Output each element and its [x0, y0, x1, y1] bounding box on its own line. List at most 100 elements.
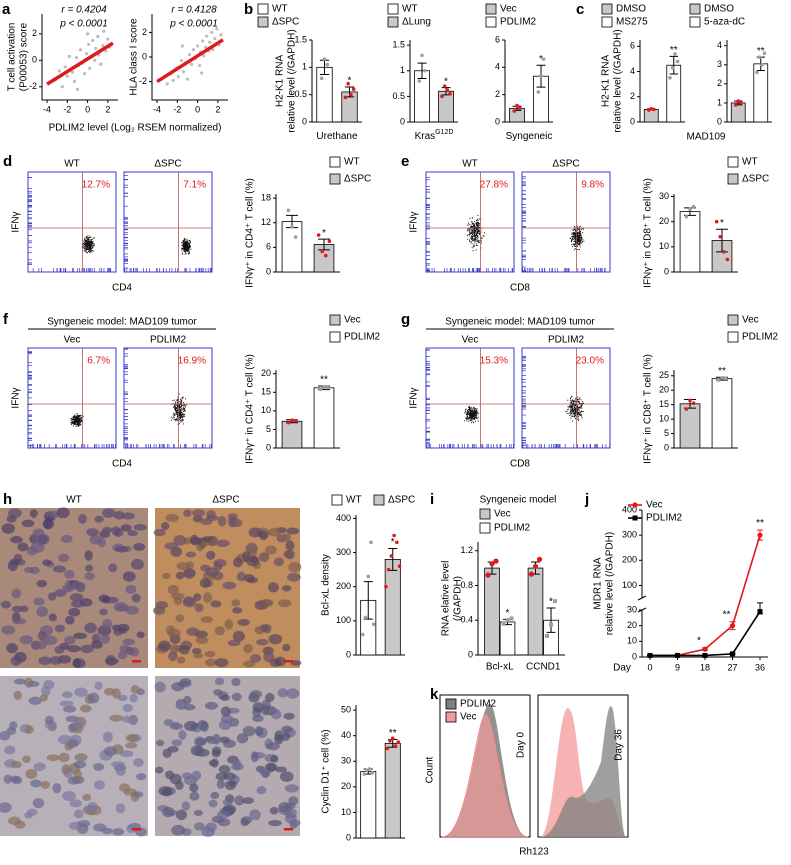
flow-event: [88, 245, 90, 247]
flow-event: [89, 251, 91, 253]
ihc-nucleus: [200, 518, 213, 525]
ihc-nucleus: [282, 585, 292, 592]
flow-event: [473, 407, 475, 409]
legend-label: PDLIM2: [500, 17, 537, 28]
flow-event: [475, 413, 477, 415]
ihc-nucleus: [234, 795, 245, 806]
flow-event: [181, 418, 183, 420]
flow-event: [181, 247, 183, 249]
y-axis-label: IFNγ: [11, 387, 22, 408]
data-point: [286, 420, 291, 425]
flow-event: [571, 239, 573, 241]
flow-event: [187, 240, 189, 242]
ihc-nucleus: [49, 656, 63, 665]
flow-event: [76, 419, 78, 421]
ihc-nucleus: [104, 746, 117, 757]
gate-percent: 23.0%: [576, 356, 604, 367]
flow-event: [476, 240, 478, 242]
data-point: [366, 574, 371, 579]
significance: *: [391, 537, 395, 548]
ihc-nucleus: [122, 638, 136, 646]
y-tick-label: 200: [622, 555, 637, 565]
data-point: [393, 744, 398, 748]
flow-event: [574, 225, 576, 227]
ihc-nucleus: [178, 730, 187, 740]
ihc-nucleus: [214, 677, 225, 686]
data-point: [319, 76, 324, 81]
legend-swatch: [329, 331, 341, 343]
legend-swatch: [689, 3, 701, 15]
ihc-nucleus: [214, 626, 226, 636]
flow-event: [475, 229, 477, 231]
ihc-nucleus: [111, 761, 125, 768]
flow-event: [471, 238, 473, 240]
ihc-nucleus: [119, 750, 134, 758]
flow-event: [189, 241, 191, 243]
flow-event: [464, 412, 466, 414]
flow-event: [478, 222, 480, 224]
flow-event: [182, 407, 184, 409]
flow-event: [476, 414, 478, 416]
flow-event: [184, 405, 186, 407]
ihc-nucleus: [236, 733, 249, 744]
y-tick-label: 10: [627, 636, 637, 646]
flow-event: [472, 226, 474, 228]
legend-label: Vec: [646, 500, 663, 511]
flow-event: [475, 222, 477, 224]
ihc-nucleus: [0, 600, 12, 609]
flow-event: [571, 246, 573, 248]
flow-event: [572, 238, 574, 240]
flow-event: [577, 396, 579, 398]
flow-event: [183, 416, 185, 418]
flow-event: [72, 416, 74, 418]
ihc-nucleus: [193, 593, 202, 601]
flow-event: [187, 252, 189, 254]
flow-event: [183, 402, 185, 404]
ihc-nucleus: [250, 751, 259, 763]
flow-event: [579, 246, 581, 248]
ihc-nucleus: [3, 774, 12, 784]
ihc-nucleus: [65, 615, 75, 625]
flow-event: [573, 235, 575, 237]
flow-event: [84, 250, 86, 252]
flow-title: ΔSPC: [154, 159, 181, 170]
flow-event: [582, 239, 584, 241]
flow-event: [466, 415, 468, 417]
flow-event: [73, 420, 75, 422]
flow-event: [184, 408, 186, 410]
flow-event: [89, 248, 91, 250]
flow-event: [89, 244, 91, 246]
data-point: [322, 57, 327, 61]
ihc-nucleus: [69, 593, 84, 602]
flow-event: [182, 240, 184, 242]
flow-event: [577, 238, 579, 240]
flow-event: [471, 223, 473, 225]
flow-event: [183, 408, 185, 410]
ihc-nucleus: [216, 810, 231, 819]
flow-event: [79, 422, 81, 424]
flow-event: [575, 233, 577, 235]
flow-event: [88, 244, 90, 246]
flow-event: [87, 242, 89, 244]
flow-event: [173, 405, 175, 407]
gate-percent: 7.1%: [183, 180, 206, 191]
ihc-nucleus: [161, 806, 175, 818]
ihc-nucleus: [191, 647, 202, 655]
ihc-nucleus: [102, 508, 116, 518]
data-point: [325, 62, 330, 67]
x-axis-label-text: Urethane: [316, 131, 358, 142]
ihc-nucleus: [242, 660, 256, 668]
flow-event: [469, 228, 471, 230]
flow-event: [88, 246, 90, 248]
flow-event: [474, 410, 476, 412]
flow-event: [471, 422, 473, 424]
flow-event: [570, 237, 572, 239]
scatter-point: [187, 52, 192, 57]
flow-event: [571, 239, 573, 241]
flow-event: [83, 248, 85, 250]
marker: [757, 532, 763, 538]
flow-event: [89, 246, 91, 248]
data-point: [322, 384, 326, 389]
flow-event: [575, 229, 577, 231]
flow-frame: [123, 347, 213, 449]
